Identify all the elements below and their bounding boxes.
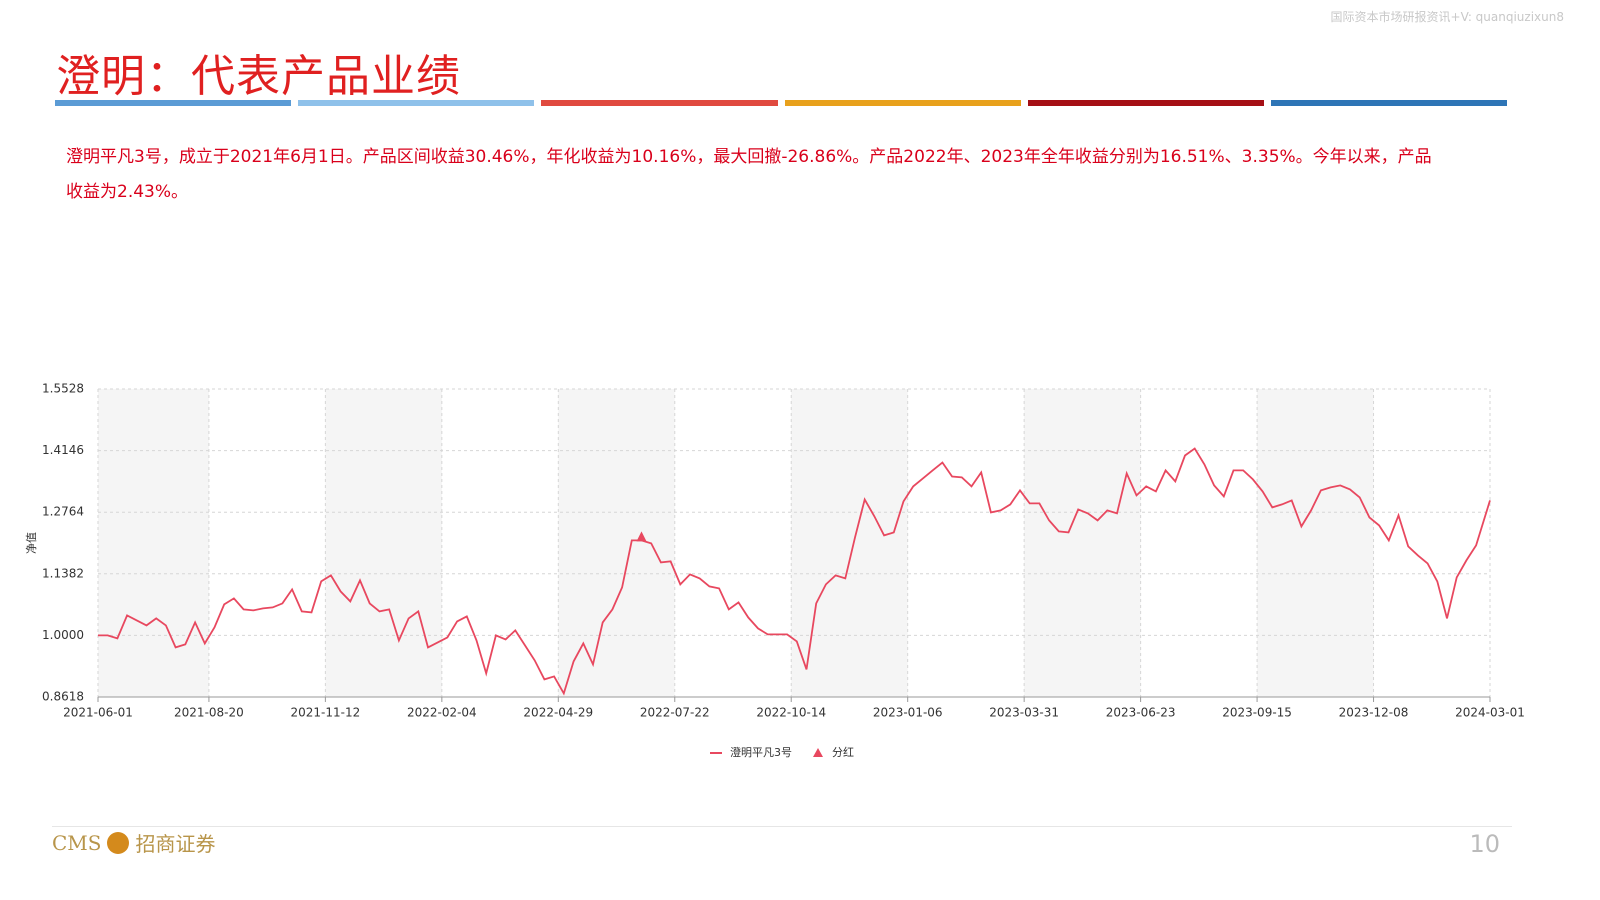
x-tick-label: 2021-06-01 — [63, 706, 133, 720]
x-tick-label: 2023-06-23 — [1106, 706, 1176, 720]
summary-text: 澄明平凡3号，成立于2021年6月1日。产品区间收益30.46%，年化收益为10… — [66, 147, 1432, 202]
y-tick-label: 1.4146 — [42, 443, 84, 457]
footer-rule — [52, 826, 1512, 827]
x-tick-label: 2021-08-20 — [174, 706, 244, 720]
logo: CMS 招商证券 — [52, 828, 215, 857]
title-underline — [55, 100, 1508, 106]
logo-icon — [107, 831, 130, 854]
plot-band — [558, 389, 675, 697]
watermark: 国际资本市场研报资讯+V: quanqiuzixun8 — [1330, 10, 1564, 24]
dividend-marker — [636, 531, 647, 542]
y-tick-label: 1.5528 — [42, 382, 84, 396]
legend-symbol — [813, 748, 823, 757]
y-tick-label: 1.1382 — [42, 566, 84, 580]
x-tick-label: 2023-03-31 — [989, 706, 1059, 720]
plot-band — [98, 389, 209, 697]
y-tick-label: 0.8618 — [42, 690, 84, 704]
plot-band — [1257, 389, 1374, 697]
logo-en: CMS — [52, 830, 102, 855]
x-tick-label: 2021-11-12 — [291, 706, 361, 720]
series-line — [98, 447, 1491, 696]
x-tick-label: 2023-12-08 — [1339, 706, 1409, 720]
y-tick-label: 1.0000 — [42, 628, 84, 642]
x-tick-label: 2024-03-01 — [1455, 706, 1525, 720]
x-tick-label: 2022-07-22 — [640, 706, 710, 720]
x-tick-label: 2022-02-04 — [407, 706, 477, 720]
plot-band — [1024, 389, 1141, 697]
x-tick-label: 2023-01-06 — [873, 706, 943, 720]
y-axis-label: 净值 — [24, 532, 38, 554]
legend-label: 分红 — [832, 746, 854, 759]
plot-band — [325, 389, 442, 697]
x-tick-label: 2022-04-29 — [523, 706, 593, 720]
x-tick-label: 2023-09-15 — [1222, 706, 1292, 720]
logo-cn: 招商证券 — [135, 832, 216, 856]
legend-label: 澄明平凡3号 — [730, 745, 792, 759]
page-number: 10 — [1469, 830, 1500, 858]
slide-title: 澄明：代表产品业绩 — [56, 51, 461, 102]
x-tick-label: 2022-10-14 — [756, 706, 826, 720]
y-tick-label: 1.2764 — [42, 505, 84, 519]
